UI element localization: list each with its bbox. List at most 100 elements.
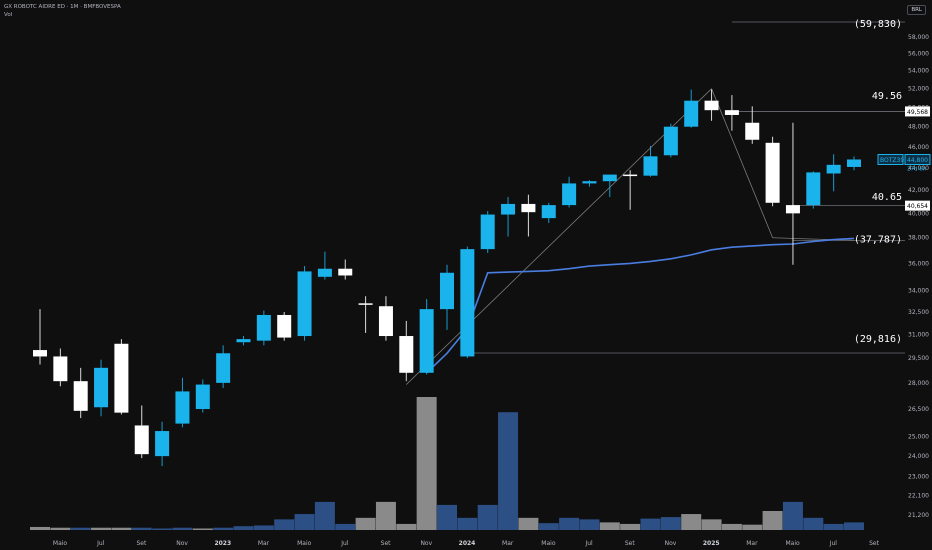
time-tick-label: Jul [96, 540, 105, 547]
candle-body [73, 381, 88, 411]
price-tick-label: 44,000 [908, 165, 929, 172]
time-tick-label: Jul [829, 540, 838, 547]
time-tick-label: Set [381, 540, 392, 547]
volume-bar [335, 523, 356, 530]
volume-bar [233, 526, 254, 530]
volume-bar [721, 523, 742, 530]
moving-average-line [426, 237, 855, 374]
volume-bar [681, 514, 702, 530]
volume-bar [782, 501, 803, 530]
volume-bar [742, 524, 763, 530]
volume-bar [172, 527, 193, 530]
time-tick-label: Mar [746, 540, 758, 547]
time-tick-label: Set [625, 540, 636, 547]
price-label-text: 44,800 [907, 157, 928, 164]
candles [33, 89, 861, 467]
candle-body [94, 367, 109, 408]
candle-body [602, 174, 617, 182]
candle-body [134, 425, 149, 455]
volume-bar [294, 514, 315, 530]
time-tick-label: Nov [420, 540, 432, 547]
volume-bar [844, 522, 864, 530]
candle-body [460, 249, 475, 357]
time-tick-label: 2023 [214, 540, 231, 547]
candle-body [623, 174, 638, 177]
price-label-text: 40,654 [907, 203, 928, 210]
volume-bar [416, 397, 437, 530]
candle-body [114, 343, 129, 413]
volume-bar [375, 501, 396, 530]
candle-body [358, 303, 373, 305]
candle-body [847, 159, 861, 167]
price-annotation: 40.65 [872, 192, 902, 203]
time-tick-label: 2025 [703, 540, 720, 547]
price-tick-label: 29,500 [908, 355, 929, 362]
candle-body [53, 356, 68, 382]
price-tick-label: 26,500 [908, 406, 929, 413]
time-tick-label: Set [869, 540, 880, 547]
volume-bar [620, 523, 641, 530]
volume-bar [213, 527, 234, 530]
price-tick-label: 54,000 [908, 68, 929, 75]
price-axis[interactable]: 58,00056,00054,00052,00050,00048,00046,0… [877, 34, 931, 519]
price-label-text: 49,568 [907, 109, 928, 116]
time-axis[interactable]: Maio Jul Set Nov 2023 Mar Maio Jul Set Nov 2024 Mar… [53, 540, 880, 547]
candle-body [440, 272, 454, 310]
candle-body [521, 203, 536, 213]
volume-indicator-label[interactable]: Vol [4, 12, 13, 18]
time-tick-label: Nov [176, 540, 188, 547]
trend-line [711, 88, 773, 238]
price-tick-label: 56,000 [908, 50, 929, 57]
price-tick-label: 32,500 [908, 309, 929, 316]
price-tick-label: 42,000 [908, 187, 929, 194]
volume-bar [152, 528, 173, 530]
volume-bar [599, 522, 620, 530]
ticker-tag: BOTZ39 [880, 157, 904, 164]
trend-line [406, 88, 712, 385]
volume-bar [355, 517, 376, 530]
candle-body [582, 181, 597, 184]
price-annotation: 49.56 [872, 91, 902, 102]
candle-body [378, 306, 393, 337]
volume-bar [91, 527, 112, 530]
candle-body [765, 142, 780, 203]
currency-badge[interactable]: BRL [907, 5, 926, 15]
volume-bar [30, 526, 50, 530]
volume-bar [192, 528, 213, 530]
price-label-box [905, 200, 930, 211]
candle-body [317, 268, 332, 277]
price-tick-label: 31,000 [908, 331, 929, 338]
candle-body [256, 314, 271, 341]
volume-bar [50, 527, 71, 530]
time-tick-label: Maio [297, 540, 312, 547]
volume-bar [396, 523, 417, 530]
price-tick-label: 21,200 [908, 512, 929, 519]
volume-bar [640, 518, 661, 530]
volume-bar [131, 527, 152, 530]
volume-bar [498, 412, 519, 530]
time-tick-label: Maio [785, 540, 800, 547]
time-tick-label: 2024 [459, 540, 476, 547]
price-annotation: (59,830) [854, 19, 902, 30]
annotations: (59,830) 49.56 40.65 (37,787) (29,816) [854, 19, 902, 345]
candle-body [541, 205, 556, 219]
candle-body [643, 156, 658, 176]
price-tick-label: 28,000 [908, 380, 929, 387]
candle-body [704, 100, 719, 111]
candle-body [33, 350, 47, 357]
candle-body [562, 183, 577, 206]
candle-body [155, 431, 170, 457]
candle-body [684, 100, 699, 127]
volume-bar [457, 517, 478, 530]
volume-bar [538, 523, 559, 530]
candle-body [419, 309, 434, 373]
candle-body [806, 172, 821, 206]
volume-bar [253, 525, 274, 530]
candle-body [195, 384, 210, 410]
volume-bar [70, 527, 91, 530]
chart-title: GX ROBOTC AIDRE ED · 1M · BMFBOVESPA [4, 4, 121, 10]
price-annotation: (29,816) [854, 334, 902, 345]
price-tick-label: 36,000 [908, 260, 929, 267]
time-tick-label: Jul [584, 540, 593, 547]
